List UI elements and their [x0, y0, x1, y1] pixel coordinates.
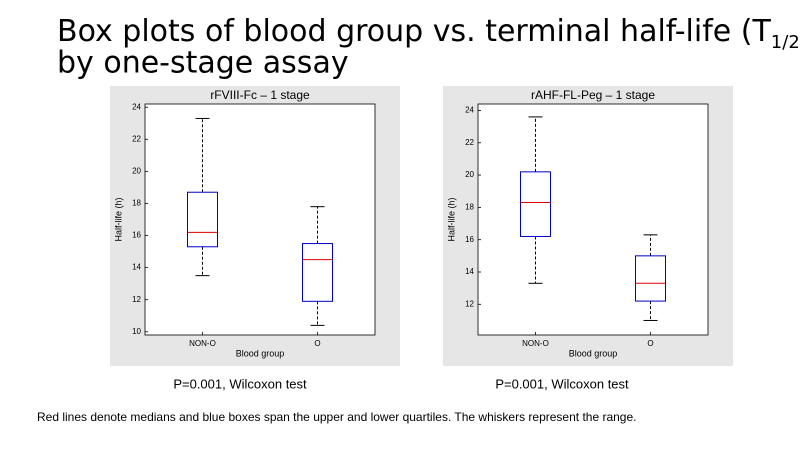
chart: rFVIII-Fc – 1 stage Blood group Half-life …: [110, 86, 400, 366]
y-tick-label: 16: [132, 231, 141, 240]
box: [520, 171, 551, 237]
title-text: Box plots of blood group vs. terminal ha…: [57, 14, 771, 49]
y-tick-label: 14: [465, 267, 474, 276]
chart: rAHF-FL-Peg – 1 stage Blood group Half-lif…: [443, 86, 733, 366]
y-tick-label: 12: [132, 295, 141, 304]
x-tick-label: NON-O: [189, 339, 216, 348]
y-tick-label: 22: [465, 138, 474, 147]
caption: P=0.001, Wilcoxon test: [495, 376, 629, 391]
y-tick-label: 24: [132, 102, 141, 111]
y-axis-label: Half-life (h): [446, 197, 456, 241]
slide-title: by one-stage assay: [57, 46, 349, 81]
x-tick-label: O: [647, 339, 653, 348]
x-tick-label: NON-O: [522, 339, 549, 348]
chart-title: rFVIII-Fc – 1 stage: [210, 88, 310, 102]
y-tick-label: 12: [465, 299, 474, 308]
x-axis-label: Blood group: [569, 348, 618, 358]
y-axis-label: Half-life (h): [113, 197, 123, 241]
y-tick-label: 14: [132, 263, 141, 272]
footnote: Red lines denote medians and blue boxes …: [37, 410, 636, 424]
box: [302, 243, 333, 302]
plot-area: [477, 103, 709, 336]
slide-title: Box plots of blood group vs. terminal ha…: [57, 14, 800, 53]
y-tick-label: 18: [465, 202, 474, 211]
box: [635, 255, 666, 302]
y-tick-label: 20: [465, 170, 474, 179]
plot-area: [144, 103, 376, 336]
y-tick-label: 24: [465, 106, 474, 115]
y-tick-label: 10: [132, 327, 141, 336]
title-subscript: 1/2: [771, 32, 800, 53]
x-tick-label: O: [314, 339, 320, 348]
x-axis-label: Blood group: [236, 348, 285, 358]
chart-title: rAHF-FL-Peg – 1 stage: [531, 88, 655, 102]
caption: P=0.001, Wilcoxon test: [173, 376, 307, 391]
y-tick-label: 22: [132, 134, 141, 143]
y-tick-label: 20: [132, 166, 141, 175]
y-tick-label: 16: [465, 235, 474, 244]
y-tick-label: 18: [132, 199, 141, 208]
box: [187, 191, 218, 248]
